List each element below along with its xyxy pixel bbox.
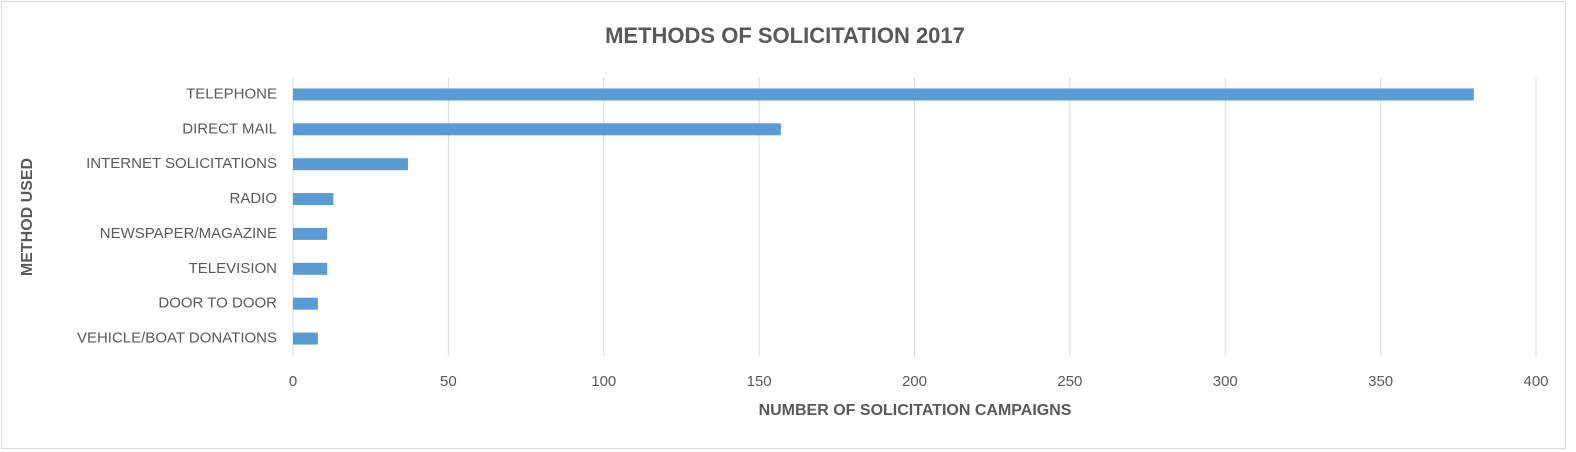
x-tick-label: 100 <box>591 373 616 390</box>
bar <box>293 158 408 171</box>
x-axis-title: NUMBER OF SOLICITATION CAMPAIGNS <box>759 402 1072 419</box>
y-tick-label: NEWSPAPER/MAGAZINE <box>100 225 277 242</box>
y-axis-title: METHOD USED <box>19 158 36 276</box>
x-tick-label: 300 <box>1213 373 1238 390</box>
bar <box>293 193 334 206</box>
x-tick-label: 0 <box>289 373 297 390</box>
bar <box>293 227 328 240</box>
x-tick-label: 400 <box>1523 373 1548 390</box>
bar <box>293 88 1474 101</box>
bar <box>293 123 781 136</box>
y-tick-label: DIRECT MAIL <box>182 120 277 137</box>
y-tick-label: DOOR TO DOOR <box>158 295 277 312</box>
x-tick-label: 350 <box>1368 373 1393 390</box>
bar <box>293 297 318 310</box>
y-tick-label: INTERNET SOLICITATIONS <box>86 155 277 172</box>
y-tick-label: TELEPHONE <box>186 85 277 102</box>
bar <box>293 262 328 275</box>
y-tick-label: TELEVISION <box>189 260 277 277</box>
x-tick-label: 250 <box>1057 373 1082 390</box>
y-tick-label: VEHICLE/BOAT DONATIONS <box>77 330 277 347</box>
y-tick-label: RADIO <box>229 190 277 207</box>
x-tick-label: 150 <box>747 373 772 390</box>
chart-title: METHODS OF SOLICITATION 2017 <box>605 23 965 48</box>
bar <box>293 332 318 345</box>
x-tick-label: 200 <box>902 373 927 390</box>
x-tick-label: 50 <box>440 373 457 390</box>
